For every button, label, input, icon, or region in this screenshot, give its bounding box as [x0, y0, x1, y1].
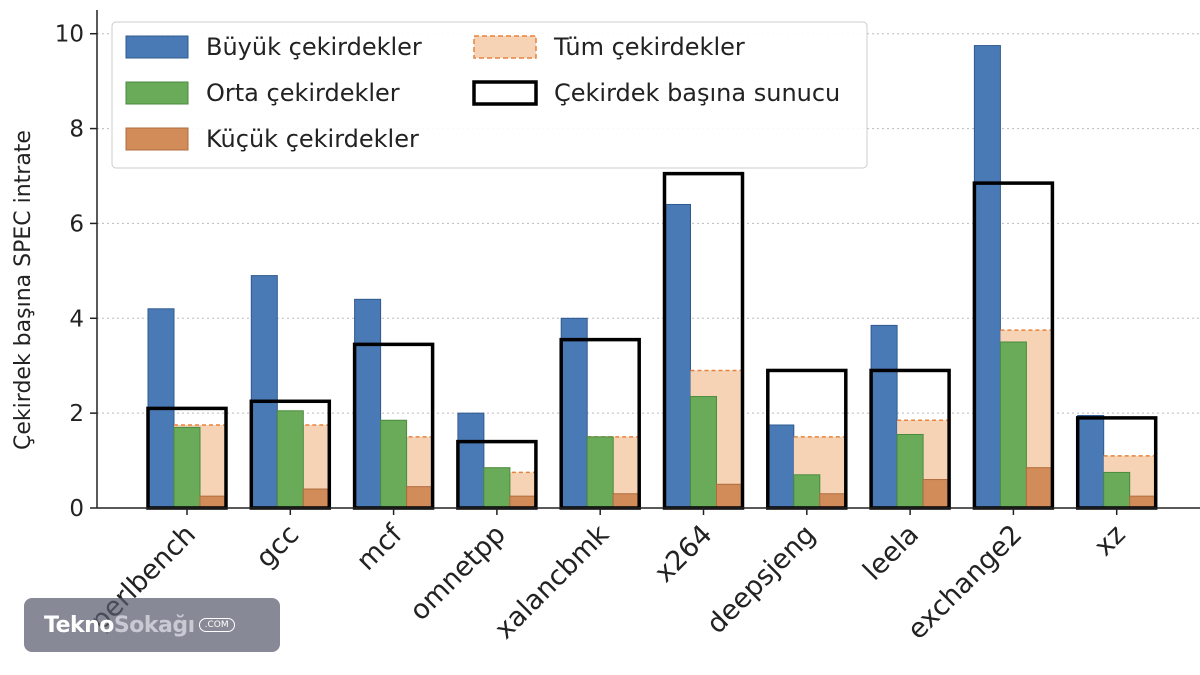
bar-mid-cores [999, 341, 1027, 509]
bar-small-cores [406, 486, 434, 509]
bar-big-cores [870, 324, 898, 509]
legend: Büyük çekirdekler Orta çekirdekler Küçük ç… [111, 21, 868, 169]
x-tick-label: x264 [649, 519, 719, 589]
watermark-domain: .COM [198, 618, 235, 632]
x-tick-label: deepsjeng [701, 519, 822, 640]
bar-mid-cores [483, 467, 511, 509]
bar-small-cores [509, 495, 537, 509]
legend-swatch [125, 35, 189, 59]
bar-mid-cores [690, 396, 717, 509]
watermark-logo: Tekno Sokağı .COM [24, 598, 280, 652]
y-tick-label: 8 [69, 117, 84, 143]
legend-box [111, 21, 868, 169]
bar-big-cores [767, 424, 795, 509]
bar-mid-cores [173, 426, 201, 509]
y-tick-label: 0 [69, 496, 84, 522]
x-tick-label: gcc [250, 519, 305, 574]
legend-swatch [125, 127, 189, 151]
bar-mid-cores [276, 410, 304, 509]
bar-mid-cores [1103, 471, 1131, 509]
bar-small-cores [1025, 467, 1053, 509]
y-tick-label: 6 [69, 211, 84, 237]
legend-label: Orta çekirdekler [206, 79, 400, 107]
watermark-brand-1: Tekno [44, 612, 114, 638]
bar-big-cores [560, 317, 588, 509]
legend-label: Tüm çekirdekler [553, 33, 745, 61]
legend-swatch [473, 35, 537, 59]
bar-small-cores [302, 488, 330, 509]
bar-small-cores [199, 495, 227, 509]
x-tick-label: omnetpp [404, 519, 512, 627]
bar-big-cores [1077, 415, 1105, 509]
y-axis-label: Çekirdek başına SPEC intrate [11, 130, 36, 450]
bars [146, 45, 1158, 510]
bar-small-cores [612, 493, 640, 509]
bar-small-cores [922, 479, 950, 509]
x-tick-label: mcf [351, 518, 410, 577]
legend-label: Çekirdek başına sunucu [554, 79, 840, 107]
legend-label: Küçük çekirdekler [206, 125, 419, 153]
bar-small-cores [1129, 495, 1157, 509]
bar-big-cores [457, 412, 485, 509]
bar-small-cores [819, 493, 847, 509]
bar-mid-cores [380, 419, 408, 509]
bar-mid-cores [896, 433, 924, 509]
bar-big-cores [973, 45, 1001, 509]
x-tick-label: xz [1088, 519, 1131, 562]
x-tick-label: leela [857, 519, 925, 587]
bar-big-cores [664, 203, 691, 509]
bar-big-cores [354, 298, 382, 509]
legend-label: Büyük çekirdekler [206, 33, 422, 61]
bar-big-cores [250, 275, 278, 509]
y-tick-label: 4 [69, 306, 84, 332]
bar-mid-cores [586, 436, 614, 509]
y-tick-label: 10 [55, 22, 84, 48]
bar-mid-cores [793, 474, 821, 509]
watermark-brand-2: Sokağı [113, 612, 195, 638]
bar-small-cores [716, 483, 743, 509]
legend-swatch [472, 80, 538, 106]
legend-swatch [125, 81, 189, 105]
y-tick-label: 2 [69, 401, 84, 427]
